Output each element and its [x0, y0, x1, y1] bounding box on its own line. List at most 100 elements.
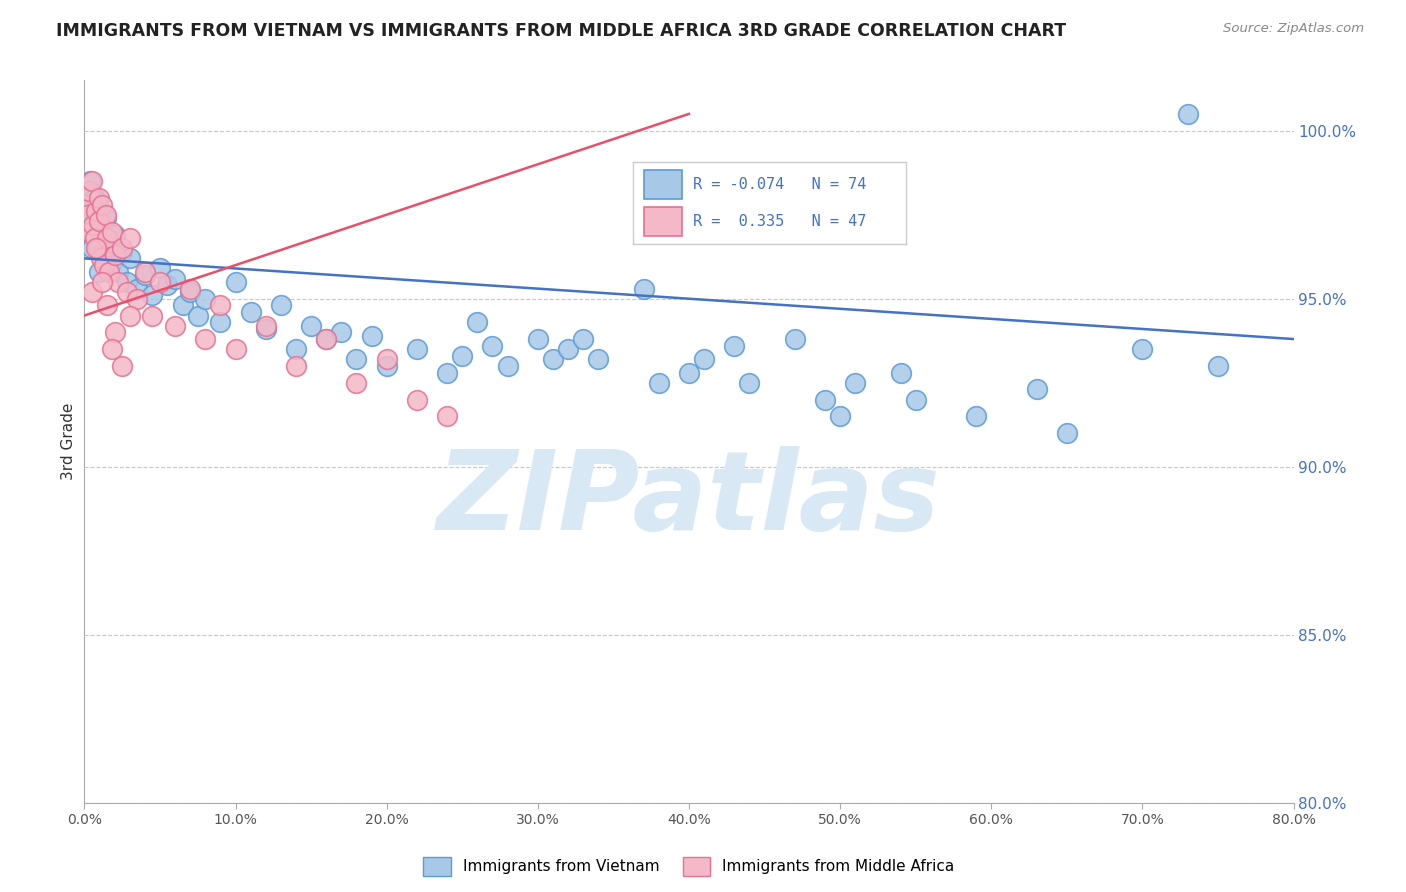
Point: [179, 282, 201, 296]
Point: [79, 174, 101, 188]
Point: [225, 275, 247, 289]
Point: [96, 248, 118, 262]
Point: [94, 208, 117, 222]
Point: [118, 252, 141, 266]
Point: [86, 204, 108, 219]
Point: [80, 285, 103, 299]
Point: [225, 342, 247, 356]
Point: [115, 275, 138, 289]
Point: [90, 252, 112, 266]
Point: [527, 332, 550, 346]
Point: [111, 241, 134, 255]
Point: [406, 342, 429, 356]
Point: [118, 309, 141, 323]
Point: [84, 191, 107, 205]
Point: [118, 231, 141, 245]
Point: [82, 218, 104, 232]
Legend: Immigrants from Vietnam, Immigrants from Middle Africa: Immigrants from Vietnam, Immigrants from…: [418, 851, 960, 882]
Point: [149, 275, 172, 289]
Point: [111, 244, 134, 259]
Point: [80, 241, 103, 255]
Point: [104, 326, 127, 340]
Point: [451, 349, 474, 363]
Point: [541, 352, 564, 367]
Point: [77, 184, 100, 198]
Point: [496, 359, 519, 373]
Point: [96, 298, 118, 312]
Point: [149, 261, 172, 276]
Point: [330, 326, 353, 340]
Point: [481, 339, 503, 353]
Text: IMMIGRANTS FROM VIETNAM VS IMMIGRANTS FROM MIDDLE AFRICA 3RD GRADE CORRELATION C: IMMIGRANTS FROM VIETNAM VS IMMIGRANTS FR…: [56, 22, 1066, 40]
Point: [830, 409, 852, 424]
Point: [315, 332, 337, 346]
Point: [91, 218, 114, 232]
Point: [100, 254, 122, 268]
Point: [436, 366, 458, 380]
Point: [76, 208, 98, 222]
Point: [91, 275, 114, 289]
Point: [97, 235, 120, 249]
Point: [588, 352, 610, 367]
Point: [209, 298, 232, 312]
Point: [406, 392, 429, 407]
Point: [1025, 383, 1047, 397]
Point: [89, 191, 111, 205]
Point: [134, 265, 156, 279]
Point: [1206, 359, 1229, 373]
Point: [75, 197, 97, 211]
Point: [814, 392, 837, 407]
Point: [87, 214, 110, 228]
Point: [141, 288, 163, 302]
Text: Source: ZipAtlas.com: Source: ZipAtlas.com: [1223, 22, 1364, 36]
Point: [100, 342, 122, 356]
Point: [783, 332, 806, 346]
Point: [179, 285, 201, 299]
Point: [93, 258, 115, 272]
Point: [346, 376, 368, 390]
Point: [723, 339, 745, 353]
Point: [346, 352, 368, 367]
Point: [1056, 426, 1078, 441]
Point: [93, 241, 115, 255]
Point: [254, 318, 277, 333]
Point: [890, 366, 912, 380]
Text: R =  0.335   N = 47: R = 0.335 N = 47: [693, 214, 866, 229]
Bar: [644, 207, 682, 236]
Point: [172, 298, 194, 312]
Point: [1177, 107, 1199, 121]
Point: [375, 359, 398, 373]
Point: [254, 322, 277, 336]
Point: [80, 187, 103, 202]
Point: [299, 318, 322, 333]
Point: [165, 318, 187, 333]
Point: [84, 231, 107, 245]
Point: [107, 265, 129, 279]
Point: [82, 208, 104, 222]
Point: [76, 197, 98, 211]
Point: [239, 305, 262, 319]
Point: [965, 409, 987, 424]
Point: [738, 376, 761, 390]
Point: [96, 231, 118, 245]
Point: [100, 225, 122, 239]
Point: [89, 225, 111, 239]
Point: [285, 359, 308, 373]
Point: [693, 352, 716, 367]
Point: [87, 241, 110, 255]
Point: [194, 292, 217, 306]
Point: [104, 227, 127, 242]
Point: [115, 285, 138, 299]
Point: [194, 332, 217, 346]
Point: [89, 214, 111, 228]
Point: [134, 268, 156, 283]
Point: [86, 241, 108, 255]
Point: [141, 309, 163, 323]
Point: [104, 248, 127, 262]
Point: [375, 352, 398, 367]
Point: [80, 174, 103, 188]
Point: [97, 265, 120, 279]
Point: [285, 342, 308, 356]
Point: [79, 225, 101, 239]
Point: [89, 265, 111, 279]
